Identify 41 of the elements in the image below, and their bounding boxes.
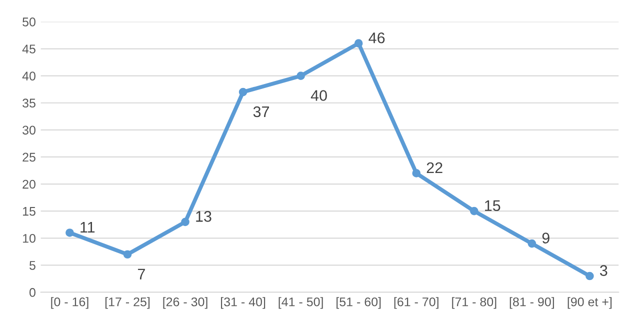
y-tick-label: 30 bbox=[22, 126, 36, 135]
data-label: 15 bbox=[485, 200, 500, 212]
x-tick-label: [31 - 40] bbox=[221, 297, 266, 309]
y-tick-label: 5 bbox=[30, 261, 36, 270]
x-tick-label: [71 - 80] bbox=[452, 297, 496, 309]
x-tick-label: [61 - 70] bbox=[394, 297, 438, 309]
data-label: 37 bbox=[253, 106, 269, 118]
data-label: 9 bbox=[542, 232, 550, 244]
y-tick-label: 45 bbox=[22, 44, 36, 54]
x-tick-label: [41 - 50] bbox=[278, 297, 323, 309]
x-tick-label: [81 - 90] bbox=[510, 297, 554, 309]
point bbox=[181, 218, 190, 226]
point bbox=[528, 239, 536, 248]
x-tick-label: [0 - 16] bbox=[51, 297, 88, 309]
point bbox=[296, 72, 305, 80]
data-label: 11 bbox=[80, 222, 95, 233]
point bbox=[66, 228, 74, 237]
y-tick-label: 35 bbox=[22, 98, 36, 108]
y-tick-label: 15 bbox=[23, 207, 36, 216]
data-label: 22 bbox=[426, 162, 442, 173]
point bbox=[238, 88, 248, 96]
point bbox=[412, 169, 421, 178]
y-tick-label: 40 bbox=[22, 72, 36, 80]
data-label: 3 bbox=[600, 265, 608, 276]
y-tick-label: 10 bbox=[23, 234, 36, 243]
y-tick-label: 20 bbox=[22, 180, 36, 189]
data-label: 7 bbox=[138, 268, 145, 280]
point bbox=[123, 250, 132, 259]
data-label: 13 bbox=[196, 211, 212, 222]
data-label: 40 bbox=[310, 90, 327, 101]
y-tick-label: 50 bbox=[22, 18, 36, 26]
y-tick-label: 25 bbox=[22, 152, 36, 162]
x-tick-label: [51 - 60] bbox=[336, 297, 381, 309]
y-tick-label: 0 bbox=[29, 288, 36, 297]
data-label: 46 bbox=[368, 32, 385, 44]
point bbox=[354, 39, 363, 48]
x-tick-label: [26 - 30] bbox=[163, 297, 208, 309]
point bbox=[586, 272, 594, 280]
point bbox=[470, 206, 478, 216]
x-tick-label: [90 et +] bbox=[568, 297, 612, 309]
x-tick-label: [17 - 25] bbox=[105, 297, 150, 309]
